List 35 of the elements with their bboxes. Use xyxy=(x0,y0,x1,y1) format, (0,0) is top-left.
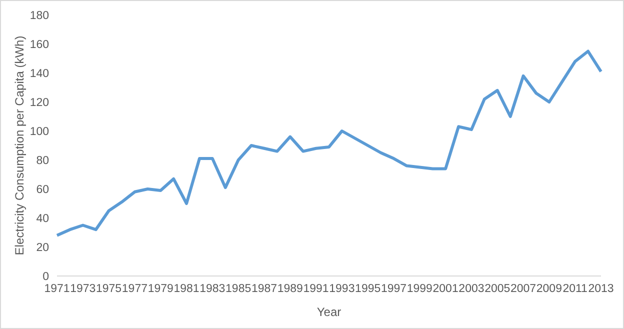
x-tick-label: 2013 xyxy=(588,283,614,296)
y-tick-label: 40 xyxy=(36,213,49,226)
x-tick-label: 2009 xyxy=(536,283,562,296)
x-tick-label: 2001 xyxy=(432,283,458,296)
x-tick-label: 1979 xyxy=(148,283,174,296)
x-tick-label: 2005 xyxy=(484,283,510,296)
x-tick-label: 2011 xyxy=(562,283,588,296)
y-tick-label: 20 xyxy=(36,242,49,254)
x-tick-label: 1999 xyxy=(406,283,432,296)
y-tick-label: 100 xyxy=(30,126,49,138)
y-axis-title: Electricity Consumption per Capita (kWh) xyxy=(12,36,26,256)
x-tick-label: 1985 xyxy=(226,283,252,296)
x-axis-title: Year xyxy=(316,305,342,319)
x-tick-label: 2003 xyxy=(458,283,484,296)
x-tick-label: 1993 xyxy=(329,283,355,296)
y-tick-label: 140 xyxy=(30,68,49,80)
x-tick-label: 1991 xyxy=(303,283,329,296)
x-tick-label: 1997 xyxy=(380,283,407,296)
x-tick-label: 1995 xyxy=(355,283,381,296)
y-tick-label: 160 xyxy=(30,39,49,52)
x-tick-label: 1983 xyxy=(200,283,226,296)
y-tick-label: 60 xyxy=(36,184,49,196)
x-tick-label: 1973 xyxy=(70,283,96,296)
x-tick-label: 1977 xyxy=(122,283,148,296)
x-tick-label: 1989 xyxy=(277,283,303,296)
line-series xyxy=(56,50,602,237)
x-tick-label: 1987 xyxy=(251,283,278,296)
y-tick-label: 0 xyxy=(42,271,49,284)
x-tick-label: 2007 xyxy=(510,283,536,296)
y-tick-label: 120 xyxy=(30,97,49,110)
y-tick-label: 80 xyxy=(36,155,49,168)
x-tick-label: 1981 xyxy=(174,283,200,296)
x-tick-label: 1975 xyxy=(96,283,122,296)
y-tick-label: 180 xyxy=(30,10,49,22)
x-tick-label: 1971 xyxy=(44,283,70,296)
